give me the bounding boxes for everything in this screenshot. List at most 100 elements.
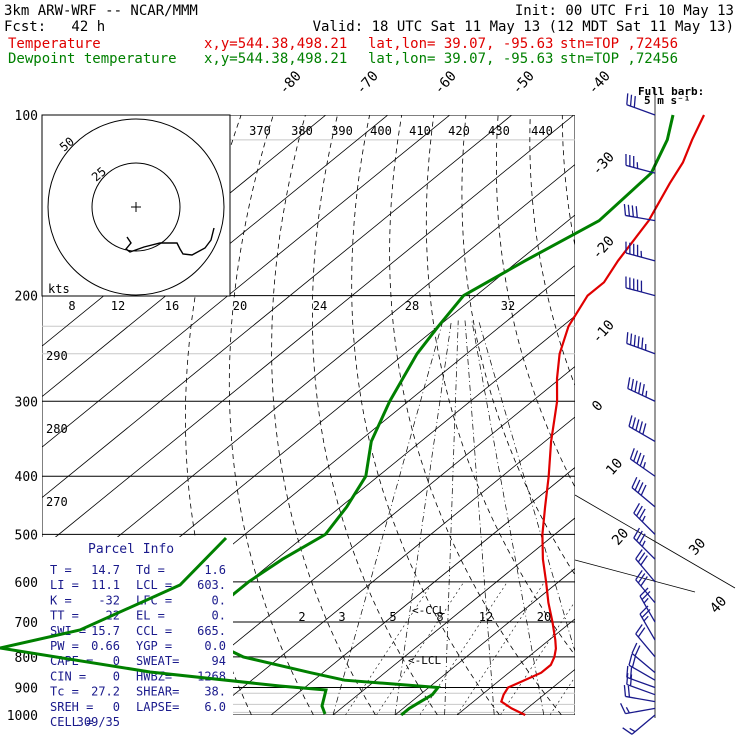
theta-label: 410 <box>409 124 431 138</box>
wind-barb <box>629 448 656 477</box>
parcel-info-value: Tc = <box>50 685 79 699</box>
wind-barb <box>639 605 656 641</box>
theta-label: 380 <box>291 124 313 138</box>
parcel-info-value: 0 <box>113 669 120 683</box>
parcel-info-value: 665. <box>197 624 226 638</box>
ruler-label: 20 <box>233 299 247 313</box>
parcel-info-value: YGP = <box>136 639 172 653</box>
parcel-info-value: 603. <box>197 578 226 592</box>
moist-adiabat <box>332 320 444 715</box>
parcel-info-value: 27.2 <box>91 685 120 699</box>
right-guide-line <box>574 559 696 593</box>
parcel-info-value: TT = <box>50 609 79 623</box>
parcel-info-value: 11.1 <box>91 578 120 592</box>
dry-adiabat <box>351 115 500 715</box>
dewpoint-xy: x,y=544.38,498.21 <box>204 51 348 67</box>
dry-adiabat <box>425 115 575 656</box>
parcel-info-value: LAPSE= <box>136 700 179 714</box>
parcel-info-value: 15.7 <box>91 624 120 638</box>
isotherm-label: -30 <box>589 149 618 179</box>
parcel-info-value: 0. <box>212 609 226 623</box>
moist-adiabat <box>444 320 459 715</box>
parcel-info-value: 0. <box>212 593 226 607</box>
wind-barb <box>622 714 656 735</box>
wind-barb <box>626 93 656 116</box>
ruler-label: 24 <box>313 299 327 313</box>
isotherm-label: 20 <box>609 525 632 548</box>
pressure-tick-label: 200 <box>15 290 38 305</box>
parcel-info-value: -32 <box>98 593 120 607</box>
parcel-info-value: 1.6 <box>204 563 226 577</box>
ruler-label: 32 <box>501 299 515 313</box>
mixing-ratio-label: 2 <box>298 610 305 624</box>
isotherm <box>581 115 740 715</box>
hodograph-ring <box>47 118 225 296</box>
parcel-info-value: 14.7 <box>91 563 120 577</box>
parcel-info-value: T = <box>50 563 72 577</box>
mixing-ratio-label: 5 <box>389 610 396 624</box>
wind-barb <box>623 204 656 222</box>
isotherm <box>394 567 575 715</box>
isotherm-label: -40 <box>585 68 614 98</box>
pressure-tick-label: 600 <box>15 576 38 591</box>
dry-adiabat <box>659 115 740 715</box>
isotherm-label: -50 <box>509 68 538 98</box>
moist-adiabat <box>478 320 575 653</box>
parcel-info-value: 94 <box>212 654 226 668</box>
parcel-info-value: SHEAR= <box>136 685 179 699</box>
wind-barb <box>626 332 656 355</box>
parcel-info-value: 309/35 <box>77 715 120 729</box>
mixing-ratio-label: 12 <box>479 610 493 624</box>
barb-legend-title: Full barb: <box>638 85 704 98</box>
pressure-tick-label: 500 <box>15 528 38 543</box>
wind-barb <box>626 665 656 689</box>
wind-barb <box>635 549 656 583</box>
isotherm <box>42 115 451 448</box>
parcel-info-value: PW = <box>50 639 79 653</box>
skewt-grid <box>42 115 740 715</box>
parcel-info-value: EL = <box>136 609 165 623</box>
ruler-label: 12 <box>111 299 125 313</box>
mixing-ratio-line <box>376 581 465 715</box>
barb-legend-unit: 5 m s⁻¹ <box>644 94 690 107</box>
valid-time: Valid: 18 UTC Sat 11 May 13 (12 MDT Sat … <box>312 19 734 35</box>
wind-barb <box>625 276 656 297</box>
theta-e-label: 270 <box>46 495 68 509</box>
parcel-info-value: 0.0 <box>204 639 226 653</box>
dewpoint-line-segment <box>0 536 228 650</box>
theta-e-label: 280 <box>46 422 68 436</box>
wind-barb <box>631 477 656 508</box>
parcel-info-value: SREH = <box>50 700 93 714</box>
ruler-label: 8 <box>68 299 75 313</box>
parcel-info: Parcel Info T = 14.7 Td = 1.6 LI = 11.1 LCL = 60… <box>0 536 328 729</box>
isotherm-label: 0 <box>589 398 607 415</box>
isotherm-label: -60 <box>431 68 460 98</box>
temperature-xy: x,y=544.38,498.21 <box>204 36 348 52</box>
dry-adiabat <box>312 115 438 715</box>
parcel-info-title: Parcel Info <box>88 542 174 557</box>
parcel-info-value: Td = <box>136 563 165 577</box>
isotherm-label: -80 <box>276 68 305 98</box>
wind-barb <box>633 502 656 535</box>
parcel-info-value: CELL = <box>50 715 93 729</box>
pressure-tick-label: 100 <box>15 109 38 124</box>
dry-adiabat <box>627 115 740 715</box>
pressure-tick-label: 300 <box>15 395 38 410</box>
mixing-ratio-line <box>345 581 434 715</box>
isotherm <box>42 115 575 549</box>
isotherm-label: -20 <box>589 233 618 263</box>
mixing-ratio-label: 8 <box>436 610 443 624</box>
mixing-ratio-line <box>456 581 545 715</box>
parcel-info-value: 0.66 <box>91 639 120 653</box>
wind-barb <box>625 153 656 174</box>
parcel-info-value: K = <box>50 593 72 607</box>
isotherm-label: 30 <box>686 535 709 558</box>
wind-barb <box>635 624 656 658</box>
isotherm <box>456 618 575 715</box>
dry-adiabat <box>723 115 740 715</box>
parcel-info-value: CCL = <box>136 624 172 638</box>
dry-adiabat <box>228 115 314 715</box>
isotherm <box>146 365 575 715</box>
parcel-info-box <box>42 537 233 718</box>
